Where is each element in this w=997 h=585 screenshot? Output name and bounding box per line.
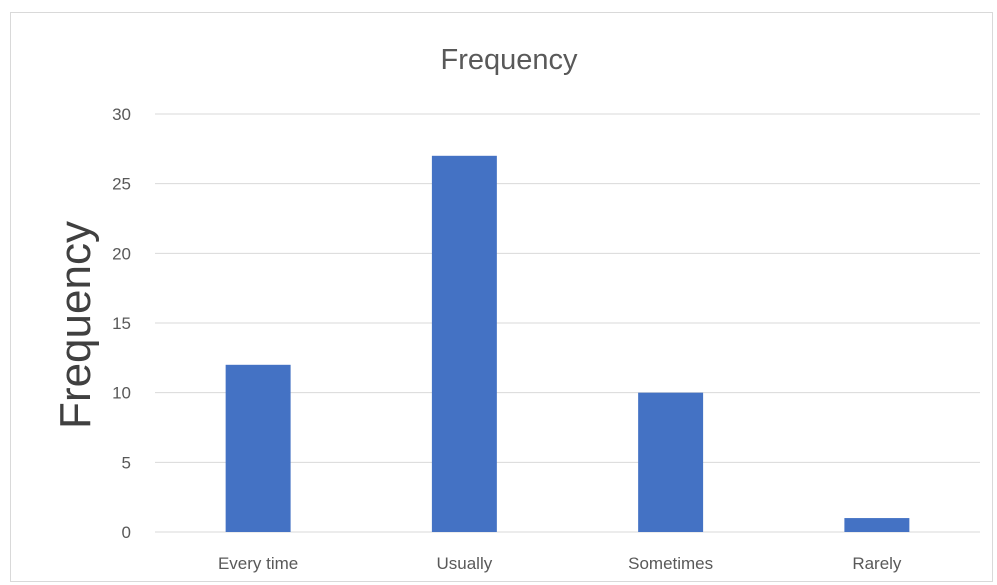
x-tick-label: Every time [218,554,298,573]
y-axis-title: Frequency [51,221,100,429]
y-tick-label: 5 [122,453,131,472]
bar-every-time [225,364,291,532]
x-tick-label: Rarely [852,554,902,573]
x-tick-label: Sometimes [628,554,713,573]
bar-rarely [844,518,910,532]
bars [225,155,910,533]
y-tick-label: 30 [112,105,131,124]
x-tick-label: Usually [437,554,493,573]
chart-area [10,12,993,582]
y-tick-label: 10 [112,384,131,403]
y-tick-label: 25 [112,175,131,194]
y-tick-label: 0 [122,523,131,542]
y-tick-label: 15 [112,314,131,333]
x-axis-ticks: Every time Usually Sometimes Rarely [218,554,902,573]
chart-title: Frequency [440,44,578,76]
y-tick-label: 20 [112,244,131,263]
gridlines [155,113,980,533]
bar-sometimes [638,392,704,532]
bar-usually [431,155,497,533]
y-axis-ticks: 0 5 10 15 20 25 30 [112,105,131,542]
